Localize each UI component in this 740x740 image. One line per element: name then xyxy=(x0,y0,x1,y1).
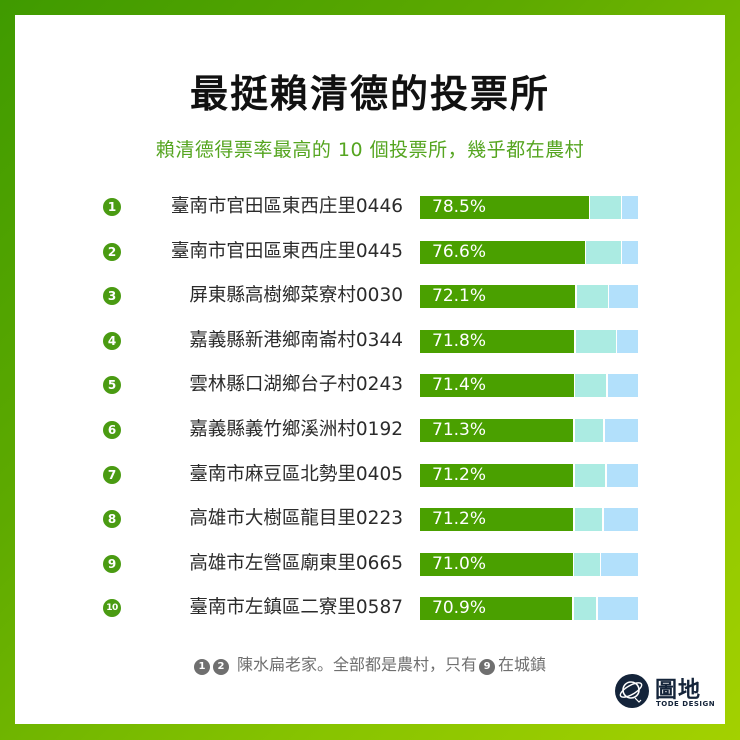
rank-badge: 1 xyxy=(103,198,121,216)
polling-station-name: 臺南市左鎮區二寮里0587 xyxy=(189,597,403,619)
ranking-row: 6 嘉義縣義竹鄉溪洲村0192 71.3% xyxy=(15,418,725,442)
percentage-label: 78.5% xyxy=(432,197,487,217)
rank-badge: 2 xyxy=(103,242,121,261)
ranking-row: 4 嘉義縣新港鄉南崙村0344 71.8% xyxy=(15,329,725,353)
polling-station-name: 臺南市麻豆區北勢里0405 xyxy=(189,463,403,485)
logo-name-cn: 圖地 xyxy=(655,678,702,703)
bar-segment-blue xyxy=(604,419,639,442)
polling-station-name: 臺南市官田區東西庄里0445 xyxy=(170,240,403,262)
stacked-bar: 71.8% xyxy=(420,329,638,353)
stacked-bar: 78.5% xyxy=(420,196,638,219)
bar-segment-teal xyxy=(574,419,604,442)
bar-segment-blue xyxy=(603,508,639,532)
bar-segment-blue xyxy=(597,597,638,621)
percentage-label: 71.2% xyxy=(432,464,487,485)
bar-segment-blue xyxy=(617,329,638,353)
bar-segment-lai: 71.2% xyxy=(420,463,574,487)
bar-segment-teal xyxy=(590,196,621,219)
percentage-label: 71.0% xyxy=(432,553,487,574)
ranking-row: 1 臺南市官田區東西庄里0446 78.5% xyxy=(15,195,725,219)
ranking-row: 10 臺南市左鎮區二寮里0587 70.9% xyxy=(15,596,725,621)
planet-icon xyxy=(615,674,649,708)
bar-segment-blue xyxy=(607,374,638,398)
bar-segment-lai: 71.3% xyxy=(420,419,574,442)
bar-segment-lai: 71.4% xyxy=(420,374,574,398)
page-subtitle: 賴清德得票率最高的 10 個投票所，幾乎都在農村 xyxy=(155,139,585,161)
note-badge-2: 2 xyxy=(212,659,229,675)
bar-segment-teal xyxy=(573,597,597,621)
infographic-card: 最挺賴清德的投票所 賴清德得票率最高的 10 個投票所，幾乎都在農村 1 臺南市官… xyxy=(15,15,725,724)
logo-name-en: TODE DESIGN xyxy=(656,700,716,708)
stacked-bar: 72.1% xyxy=(420,285,638,309)
bar-segment-teal xyxy=(586,240,621,264)
ranking-row: 8 高雄市大樹區龍目里0223 71.2% xyxy=(15,507,725,532)
stacked-bar: 76.6% xyxy=(420,240,638,264)
page-title: 最挺賴清德的投票所 xyxy=(189,72,550,116)
percentage-label: 71.8% xyxy=(432,330,487,351)
percentage-label: 71.4% xyxy=(432,375,487,396)
rank-badge: 5 xyxy=(103,376,121,395)
ranking-row: 3 屏東縣高樹鄉菜寮村0030 72.1% xyxy=(15,284,725,309)
polling-station-name: 屏東縣高樹鄉菜寮村0030 xyxy=(189,285,403,307)
polling-station-name: 雲林縣口湖鄉台子村0243 xyxy=(189,374,403,396)
polling-station-name: 高雄市大樹區龍目里0223 xyxy=(189,508,403,530)
rank-badge: 3 xyxy=(103,287,121,306)
note-text-1: 陳水扁老家。全部都是農村，只有 xyxy=(237,655,478,674)
rank-badge: 8 xyxy=(103,510,121,529)
percentage-label: 70.9% xyxy=(432,598,487,619)
stacked-bar: 71.0% xyxy=(420,552,638,576)
brand-logo: 圖地 TODE DESIGN xyxy=(615,672,725,712)
stacked-bar: 70.9% xyxy=(420,597,638,621)
bar-segment-lai: 71.8% xyxy=(420,329,575,353)
percentage-label: 76.6% xyxy=(432,241,487,262)
bar-segment-blue xyxy=(622,240,638,264)
bar-segment-lai: 71.2% xyxy=(420,508,574,532)
rank-badge: 7 xyxy=(103,465,121,484)
rank-badge: 10 xyxy=(103,599,121,618)
polling-station-name: 高雄市左營區廟東里0665 xyxy=(189,552,403,574)
polling-station-name: 臺南市官田區東西庄里0446 xyxy=(170,196,403,217)
polling-station-name: 嘉義縣新港鄉南崙村0344 xyxy=(189,329,403,351)
note-text-2: 在城鎮 xyxy=(498,655,547,674)
stacked-bar: 71.3% xyxy=(420,419,639,442)
ranking-row: 2 臺南市官田區東西庄里0445 76.6% xyxy=(15,240,725,264)
ranking-row: 7 臺南市麻豆區北勢里0405 71.2% xyxy=(15,463,725,487)
bar-segment-blue xyxy=(609,285,638,309)
ranking-row: 9 高雄市左營區廟東里0665 71.0% xyxy=(15,552,725,576)
note-badge-9: 9 xyxy=(479,659,496,675)
bar-segment-teal xyxy=(574,508,603,532)
bar-segment-teal xyxy=(575,329,616,353)
bar-segment-teal xyxy=(574,463,606,487)
bar-segment-blue xyxy=(601,552,638,576)
bar-segment-lai: 71.0% xyxy=(420,552,573,576)
rank-badge: 4 xyxy=(103,331,121,350)
bar-segment-lai: 76.6% xyxy=(420,240,585,264)
percentage-label: 71.2% xyxy=(432,509,487,530)
ranking-row: 5 雲林縣口湖鄉台子村0243 71.4% xyxy=(15,373,725,398)
percentage-label: 71.3% xyxy=(432,420,487,440)
percentage-label: 72.1% xyxy=(432,286,487,307)
bar-segment-blue xyxy=(622,196,638,219)
polling-station-name: 嘉義縣義竹鄉溪洲村0192 xyxy=(189,419,403,440)
bar-segment-teal xyxy=(574,552,600,576)
bar-segment-teal xyxy=(575,374,607,398)
bar-segment-lai: 78.5% xyxy=(420,196,589,219)
bar-segment-blue xyxy=(606,463,638,487)
stacked-bar: 71.4% xyxy=(420,374,638,398)
stacked-bar: 71.2% xyxy=(420,463,638,487)
bar-segment-lai: 72.1% xyxy=(420,285,576,309)
rank-badge: 6 xyxy=(103,421,121,439)
bar-segment-lai: 70.9% xyxy=(420,597,573,621)
note-badge-1: 1 xyxy=(193,659,210,675)
rank-badge: 9 xyxy=(103,554,121,573)
stacked-bar: 71.2% xyxy=(420,508,639,532)
bar-segment-teal xyxy=(576,285,608,309)
